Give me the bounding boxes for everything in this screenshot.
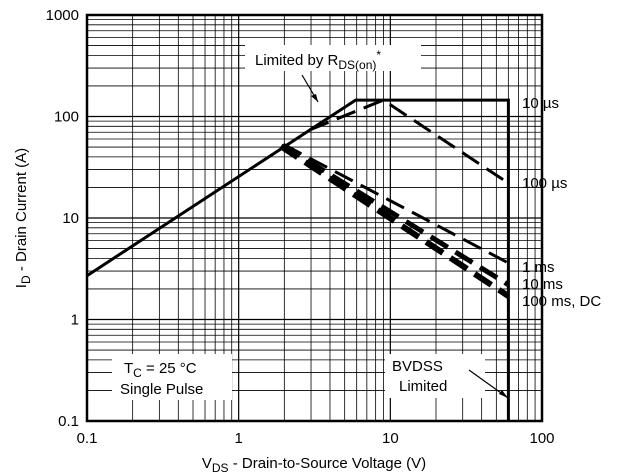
- series-line-ms10: [281, 143, 510, 287]
- plot-frame: [85, 13, 544, 423]
- y-tick-label: 100: [54, 109, 79, 126]
- bvdss-limited-label: Limited: [399, 378, 447, 395]
- series-label-1ms: 1 ms: [522, 259, 555, 276]
- series-line-us100: [309, 98, 510, 185]
- bvdss-arrowhead: [499, 390, 508, 398]
- tc-label: TC = 25 °C: [124, 360, 197, 380]
- series-label-10ms: 10 ms: [522, 276, 563, 293]
- x-axis-title: VDS - Drain-to-Source Voltage (V): [202, 455, 426, 473]
- rds-arrowhead: [311, 94, 318, 102]
- x-tick-label: 10: [382, 430, 399, 447]
- series-line-ms100: [279, 143, 511, 299]
- y-tick-label: 1: [71, 312, 79, 329]
- y-tick-label: 10: [62, 210, 79, 227]
- conditions-backdrop: [112, 354, 232, 400]
- y-axis-title: ID - Drain Current (A): [13, 148, 33, 288]
- rds-label-backdrop: [245, 45, 421, 71]
- x-tick-label: 0.1: [77, 430, 98, 447]
- series-line-us10: [86, 98, 510, 421]
- series-label-10us: 10 µs: [522, 95, 559, 112]
- x-tick-label: 100: [529, 430, 554, 447]
- series-line-ms1: [283, 143, 510, 265]
- y-tick-label: 0.1: [58, 413, 79, 430]
- single-pulse-label: Single Pulse: [120, 381, 203, 398]
- chart-series: [86, 98, 511, 421]
- rds-limit-label: Limited by RDS(on)*: [255, 48, 381, 72]
- tick-labels: 0.1 1 10 100 0.1 1 10 100 1000: [46, 7, 555, 447]
- bvdss-backdrop: [385, 354, 485, 398]
- x-tick-label: 1: [234, 430, 242, 447]
- y-tick-label: 1000: [46, 7, 79, 24]
- series-label-100ms-dc: 100 ms, DC: [522, 293, 601, 310]
- series-label-100us: 100 µs: [522, 175, 567, 192]
- bvdss-label: BVDSS: [392, 358, 443, 375]
